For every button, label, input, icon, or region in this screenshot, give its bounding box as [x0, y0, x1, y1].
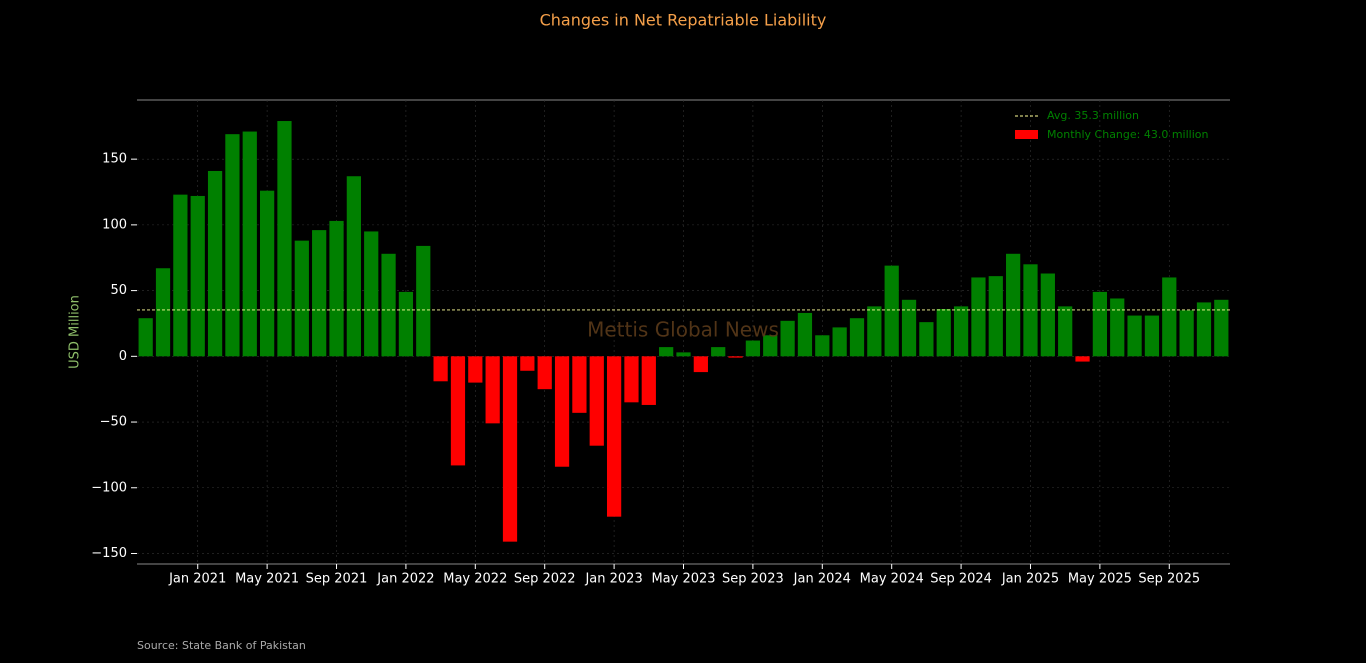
y-tick-label: 100	[102, 217, 127, 232]
bar	[745, 340, 761, 357]
bar	[1075, 356, 1090, 362]
bar	[416, 245, 431, 357]
bar	[537, 356, 552, 390]
bar	[502, 356, 518, 542]
bar	[277, 121, 292, 357]
bar	[659, 347, 674, 357]
chart-title: Changes in Net Repatriable Liability	[540, 11, 827, 30]
x-tick-label: Jan 2025	[1001, 572, 1059, 587]
bar	[1092, 291, 1107, 357]
y-axis-label: USD Million	[68, 295, 83, 369]
bar	[693, 356, 708, 373]
bar	[849, 318, 865, 357]
x-tick-label: Jan 2021	[168, 572, 226, 587]
bar	[936, 308, 951, 357]
x-tick-label: Sep 2022	[514, 572, 576, 587]
bar	[1196, 302, 1212, 357]
bar	[711, 347, 726, 357]
bar	[728, 356, 743, 358]
bar	[312, 230, 327, 357]
x-tick-label: Jan 2022	[376, 572, 434, 587]
x-tick-label: Sep 2023	[722, 572, 784, 587]
bar	[867, 306, 882, 357]
bar	[381, 253, 396, 357]
bar	[971, 277, 986, 357]
y-tick-label: −150	[91, 546, 127, 561]
x-tick-label: May 2024	[860, 572, 924, 587]
x-tick-label: May 2025	[1068, 572, 1132, 587]
bar	[815, 335, 830, 357]
y-tick-label: −50	[100, 415, 127, 430]
bar	[797, 312, 813, 357]
bar	[329, 220, 344, 357]
bar	[207, 170, 223, 357]
bar	[554, 356, 570, 467]
bar	[260, 190, 275, 357]
x-tick-label: May 2023	[651, 572, 715, 587]
bar	[155, 268, 171, 357]
bar	[901, 299, 917, 357]
legend-label: Monthly Change: 43.0 million	[1047, 128, 1209, 141]
bar	[346, 176, 361, 357]
bar	[1058, 306, 1073, 357]
x-tick-label: Jan 2023	[584, 572, 642, 587]
bar	[953, 306, 969, 357]
y-tick-label: 50	[110, 283, 127, 298]
bar	[624, 356, 639, 403]
bar	[1162, 277, 1177, 357]
bar	[832, 327, 847, 357]
bar	[589, 356, 604, 446]
y-tick-label: 0	[119, 349, 127, 364]
bar	[1127, 315, 1142, 357]
bar	[919, 322, 934, 357]
bar	[190, 195, 205, 357]
bar	[1144, 315, 1160, 357]
bar	[572, 356, 587, 413]
bar	[450, 356, 466, 466]
bar	[364, 231, 379, 357]
bar	[1006, 253, 1021, 357]
bar	[485, 356, 500, 424]
x-tick-label: Sep 2024	[930, 572, 992, 587]
bar	[641, 356, 656, 405]
legend-swatch	[1015, 130, 1038, 139]
bar	[225, 134, 240, 357]
bar	[1179, 310, 1194, 357]
x-tick-label: May 2021	[235, 572, 299, 587]
bar	[468, 356, 483, 383]
bar	[520, 356, 535, 371]
bar	[1110, 298, 1125, 357]
y-tick-label: 150	[102, 152, 127, 167]
bar	[884, 265, 899, 357]
bar	[780, 320, 795, 357]
bar	[1023, 264, 1038, 357]
x-tick-label: Jan 2024	[793, 572, 851, 587]
bar	[433, 356, 448, 382]
watermark: Mettis Global News	[587, 318, 779, 342]
x-tick-label: May 2022	[443, 572, 507, 587]
bar	[398, 291, 414, 357]
bar	[1040, 273, 1055, 357]
bar	[763, 335, 778, 357]
bar	[676, 352, 691, 357]
bar	[294, 240, 309, 357]
x-tick-label: Sep 2025	[1138, 572, 1200, 587]
bar	[606, 356, 622, 517]
bar	[1214, 299, 1229, 357]
legend-label: Avg. 35.3 million	[1047, 109, 1139, 122]
bar	[988, 276, 1003, 357]
bar	[242, 131, 257, 357]
x-tick-label: Sep 2021	[306, 572, 368, 587]
bar	[138, 318, 153, 357]
y-tick-label: −100	[91, 480, 127, 495]
bar	[173, 194, 188, 357]
source: Source: State Bank of Pakistan	[137, 639, 306, 652]
